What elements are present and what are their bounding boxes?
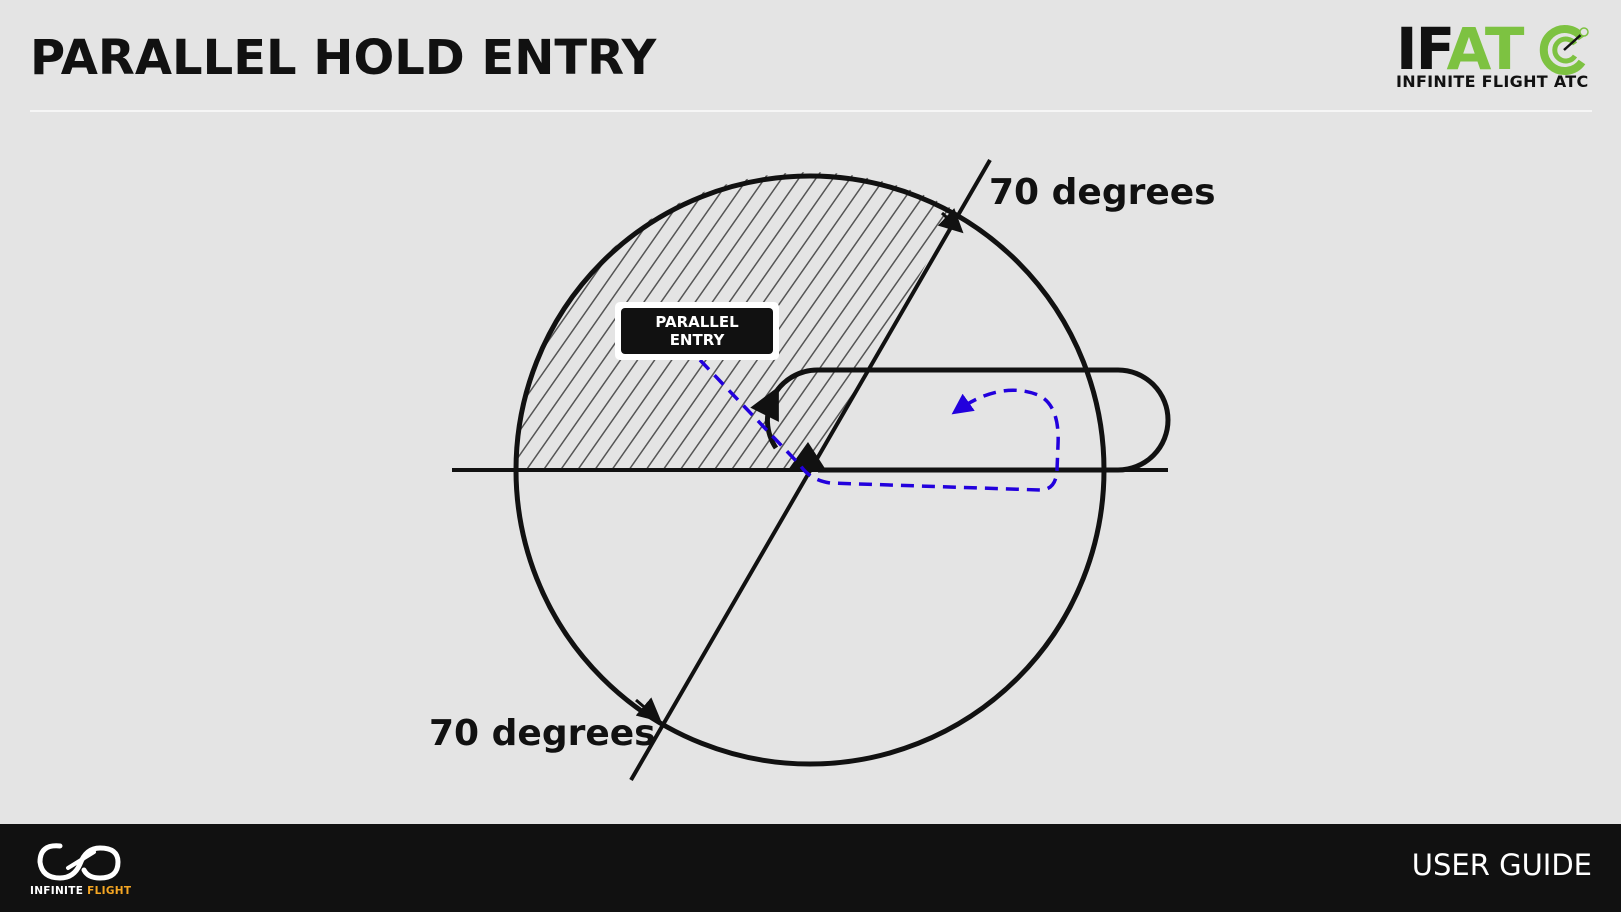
hold-entry-diagram: 70 degrees 70 degrees PARALLEL ENTRY	[429, 158, 1216, 782]
page-title: PARALLEL HOLD ENTRY	[30, 30, 657, 86]
top-angle-label: 70 degrees	[989, 172, 1216, 213]
ifatc-wordmark-if: IF	[1396, 15, 1449, 83]
header-divider	[30, 110, 1592, 112]
parallel-entry-path	[698, 358, 1060, 492]
infinite-flight-logo-icon	[37, 843, 121, 881]
footer-bar: INFINITE FLIGHT USER GUIDE	[0, 824, 1621, 912]
racetrack-direction-arrow	[750, 386, 779, 423]
top-angle-arrow	[937, 208, 964, 234]
user-guide-label: USER GUIDE	[1411, 848, 1592, 882]
bottom-angle-label: 70 degrees	[429, 713, 656, 754]
footer-brand-text: INFINITE FLIGHT	[30, 885, 131, 897]
ifatc-wordmark: IFAT	[1396, 20, 1524, 78]
callout-line-1: PARALLEL	[655, 313, 739, 331]
holding-fix-marker	[788, 442, 826, 470]
ifatc-subtitle: INFINITE FLIGHT ATC	[1396, 72, 1589, 91]
footer-brand-left: INFINITE	[30, 885, 88, 897]
ifatc-c-target-icon	[1539, 25, 1589, 75]
ifatc-logo: IFAT INFINITE FLIGHT ATC	[1396, 20, 1591, 95]
bottom-angle-arrow	[635, 697, 662, 723]
footer-brand-right: FLIGHT	[87, 885, 132, 897]
ifatc-wordmark-at: AT	[1446, 15, 1525, 83]
parallel-entry-callout: PARALLEL ENTRY	[615, 302, 779, 360]
callout-line-2: ENTRY	[670, 331, 726, 349]
